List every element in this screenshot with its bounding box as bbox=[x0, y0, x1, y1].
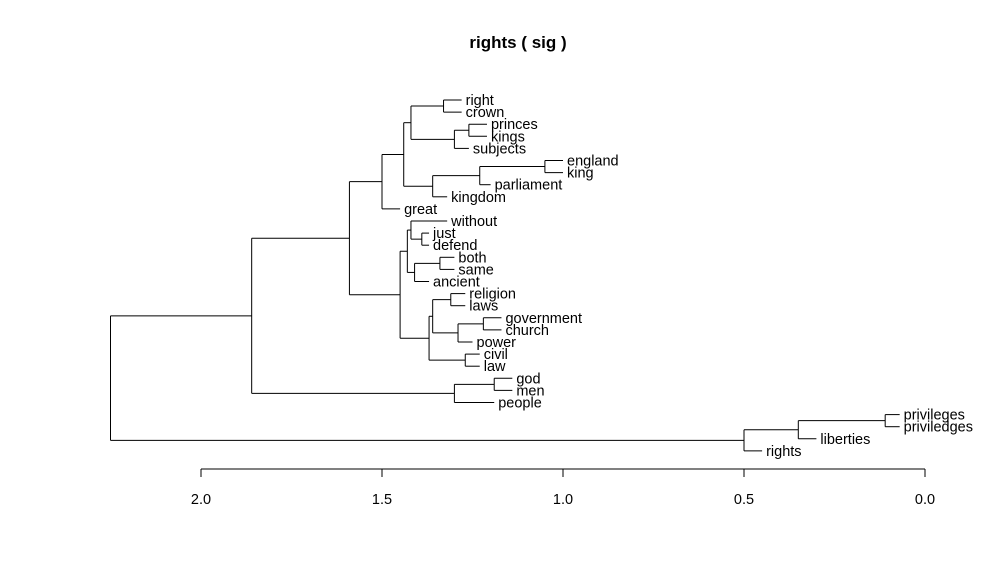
leaf-label: defend bbox=[433, 238, 477, 254]
leaf-label: church bbox=[505, 323, 549, 339]
leaf-label: priviledges bbox=[904, 420, 973, 436]
x-axis-tick-label: 2.0 bbox=[191, 492, 211, 508]
leaf-label: ancient bbox=[433, 275, 480, 291]
leaf-label: god bbox=[516, 371, 540, 387]
x-axis: 2.0 1.5 1.0 0.5 0.0 bbox=[191, 468, 935, 508]
x-axis-tick-label: 1.0 bbox=[553, 492, 573, 508]
leaf-label: just bbox=[432, 226, 456, 242]
leaf-label: laws bbox=[469, 299, 498, 315]
leaf-label: subjects bbox=[473, 141, 526, 157]
leaf-label: people bbox=[498, 396, 542, 412]
leaf-label: government bbox=[505, 311, 582, 327]
leaf-label: rights bbox=[766, 444, 801, 460]
leaf-label: civil bbox=[484, 347, 508, 363]
leaf-label: king bbox=[567, 166, 594, 182]
leaf-label: without bbox=[450, 214, 497, 230]
dendrogram-branches bbox=[110, 99, 900, 452]
leaf-label: kings bbox=[491, 129, 525, 145]
leaf-label: both bbox=[458, 250, 486, 266]
leaf-label: law bbox=[484, 359, 506, 375]
leaf-label: princes bbox=[491, 117, 538, 133]
leaf-label: same bbox=[458, 262, 493, 278]
leaf-labels: rightcrownprinceskingssubjectsenglandkin… bbox=[404, 93, 973, 460]
leaf-label: right bbox=[466, 93, 494, 109]
leaf-label: parliament bbox=[495, 178, 563, 194]
leaf-label: religion bbox=[469, 287, 516, 303]
x-axis-tick-label: 0.0 bbox=[915, 492, 935, 508]
leaf-label: crown bbox=[466, 105, 505, 121]
x-axis-tick-label: 1.5 bbox=[372, 492, 392, 508]
leaf-label: kingdom bbox=[451, 190, 506, 206]
leaf-label: liberties bbox=[820, 432, 870, 448]
leaf-label: privileges bbox=[904, 408, 965, 424]
leaf-label: england bbox=[567, 154, 619, 170]
leaf-label: great bbox=[404, 202, 437, 218]
x-axis-tick-label: 0.5 bbox=[734, 492, 754, 508]
leaf-label: power bbox=[477, 335, 517, 351]
leaf-label: men bbox=[516, 383, 544, 399]
chart-title: rights ( sig ) bbox=[469, 33, 566, 52]
